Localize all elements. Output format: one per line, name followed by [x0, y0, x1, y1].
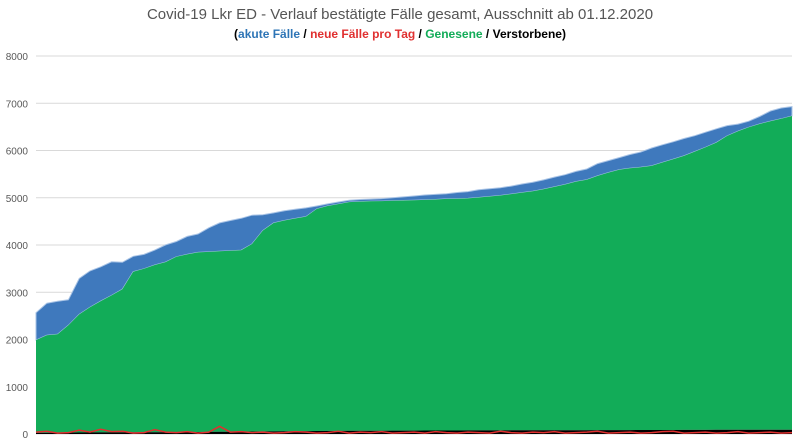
legend-separator: /: [482, 27, 493, 41]
line-neue-faelle: [35, 425, 793, 434]
legend-akute: akute Fälle: [238, 27, 301, 41]
legend-close-paren: ): [561, 27, 566, 41]
legend-neue: neue Fälle pro Tag: [310, 27, 416, 41]
y-tick-label: 4000: [6, 241, 29, 252]
y-tick-label: 5000: [6, 194, 29, 205]
y-tick-label: 0: [22, 430, 28, 441]
legend-open-paren: (: [234, 27, 239, 41]
y-tick-label: 3000: [6, 288, 29, 299]
chart-subtitle-legend: (akute Fälle / neue Fälle pro Tag / Gene…: [0, 27, 800, 41]
legend-separator: /: [300, 27, 311, 41]
legend-verstorbene: Verstorbene: [492, 27, 562, 41]
y-tick-label: 7000: [6, 99, 29, 110]
area-genesene: [36, 116, 792, 433]
y-tick-label: 2000: [6, 336, 29, 347]
y-tick-label: 1000: [6, 383, 29, 394]
y-tick-label: 8000: [6, 52, 29, 63]
legend-separator: /: [415, 27, 426, 41]
legend-genesene: Genesene: [425, 27, 483, 41]
y-tick-label: 6000: [6, 147, 29, 158]
chart-title: Covid-19 Lkr ED - Verlauf bestätigte Fäl…: [146, 6, 654, 23]
